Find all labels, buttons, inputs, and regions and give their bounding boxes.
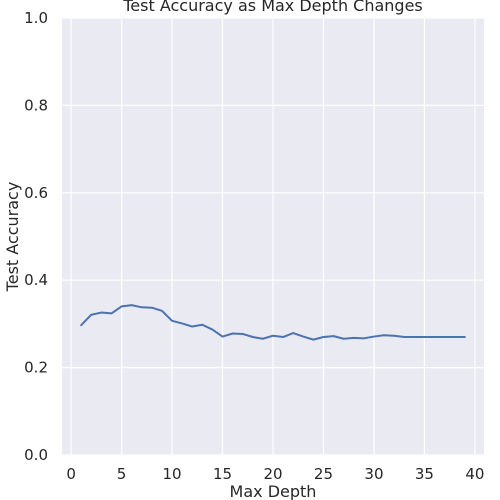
y-tick-label: 0.8 bbox=[24, 96, 48, 114]
y-tick-label: 0.2 bbox=[24, 359, 48, 377]
x-tick-label: 30 bbox=[364, 465, 383, 483]
y-tick-label: 1.0 bbox=[24, 9, 48, 27]
x-tick-label: 5 bbox=[117, 465, 127, 483]
grid-lines bbox=[62, 17, 484, 456]
chart-title: Test Accuracy as Max Depth Changes bbox=[122, 0, 423, 15]
x-tick-label: 0 bbox=[66, 465, 76, 483]
x-tick-label: 35 bbox=[415, 465, 434, 483]
x-tick-label: 40 bbox=[465, 465, 484, 483]
y-tick-label: 0.6 bbox=[24, 184, 48, 202]
series-layer bbox=[80, 304, 466, 341]
y-tick-label: 0.0 bbox=[24, 446, 48, 464]
y-axis-label: Test Accuracy bbox=[3, 182, 22, 293]
x-tick-label: 25 bbox=[314, 465, 333, 483]
x-tick-label: 20 bbox=[263, 465, 282, 483]
x-tick-label: 10 bbox=[162, 465, 181, 483]
y-tick-label: 0.4 bbox=[24, 271, 48, 289]
x-axis-label: Max Depth bbox=[230, 482, 317, 500]
test-accuracy-line bbox=[80, 304, 466, 341]
tick-labels: 0 5 10 15 20 25 30 35 40 0.0 0.2 0.4 0.6 0.8 1.0 bbox=[24, 9, 484, 483]
x-tick-label: 15 bbox=[213, 465, 232, 483]
